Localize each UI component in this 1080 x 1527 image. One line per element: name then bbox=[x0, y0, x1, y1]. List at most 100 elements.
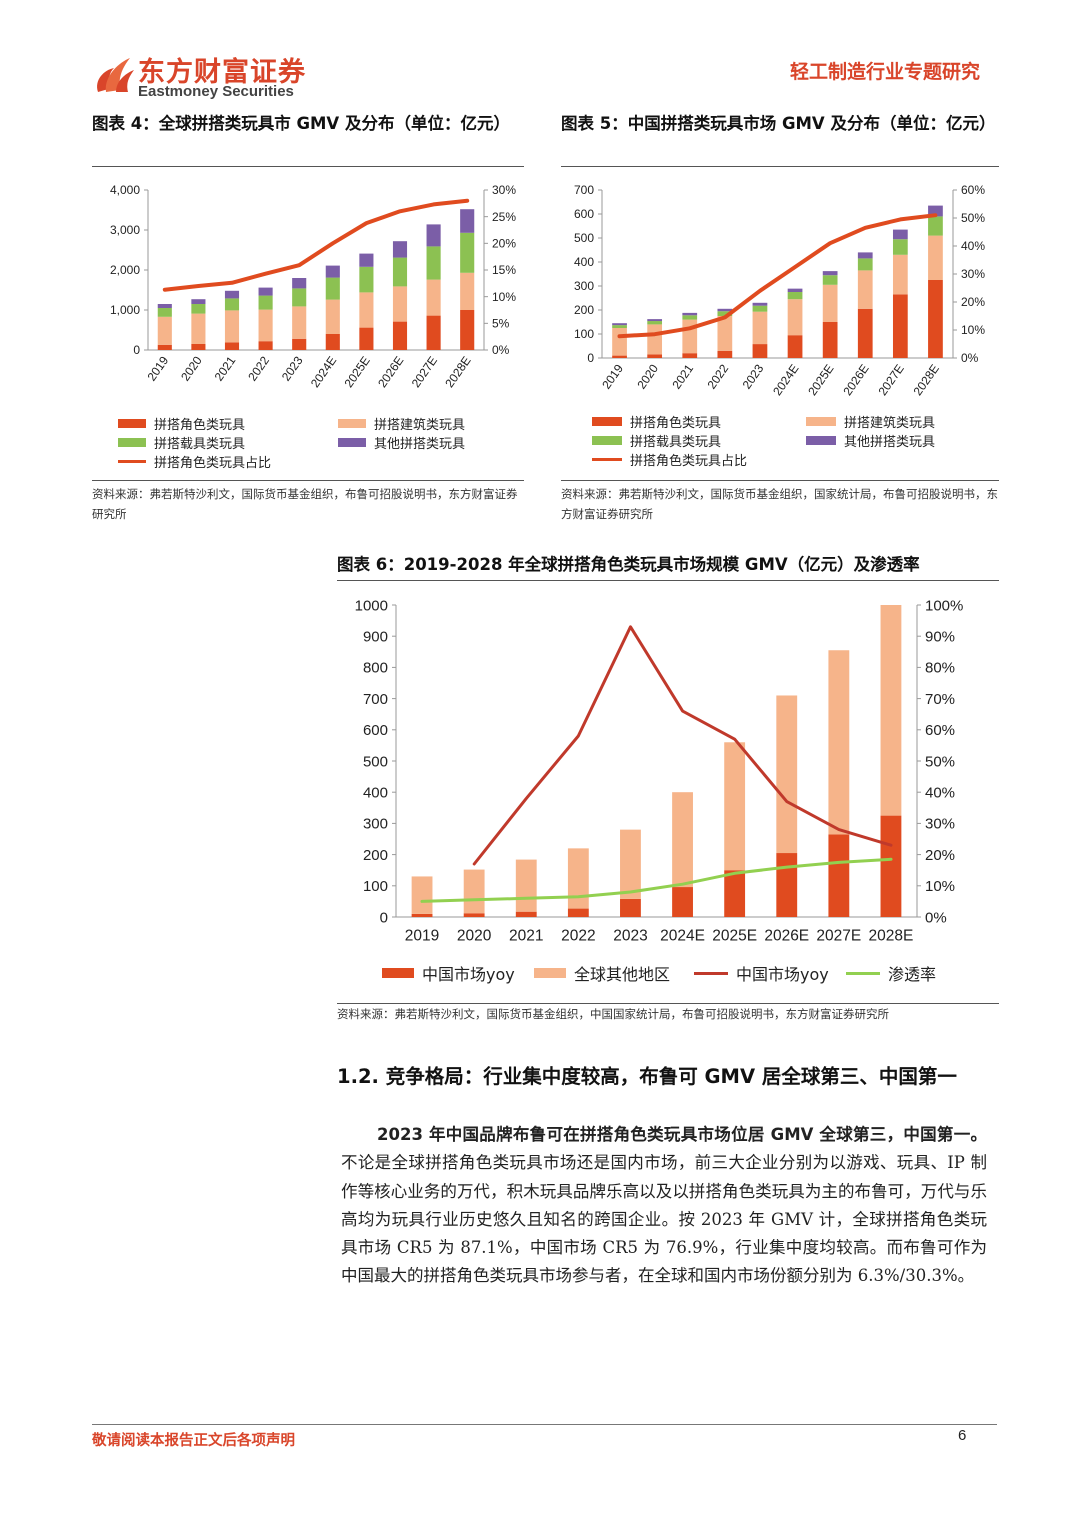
x-tick-label: 2027E bbox=[816, 928, 861, 945]
bar-segment bbox=[717, 350, 733, 358]
fig4-legend-other-label: 其他拼搭类玩具 bbox=[374, 437, 466, 452]
bar-segment bbox=[682, 353, 698, 358]
fig5-source: 资料来源：弗若斯特沙利文，国际货币基金组织，国家统计局，布鲁可招股说明书，东方财… bbox=[561, 487, 998, 521]
bar-segment bbox=[776, 853, 798, 917]
fig5-legend-vehicle-swatch bbox=[592, 436, 622, 445]
fig5-legend-other-swatch bbox=[806, 436, 836, 445]
fig4-legend-building-label: 拼搭建筑类玩具 bbox=[374, 418, 466, 433]
x-tick-label: 2026E bbox=[375, 354, 406, 390]
bar-segment bbox=[787, 335, 803, 358]
y-tick-label: 300 bbox=[363, 816, 388, 833]
bar-segment bbox=[224, 298, 240, 311]
series-line bbox=[420, 857, 893, 903]
x-tick-label: 2028E bbox=[869, 928, 914, 945]
fig5-legend-vehicle: 拼搭载具类玩具 bbox=[592, 431, 721, 450]
y2-tick-label: 30% bbox=[961, 267, 985, 281]
bar-segment bbox=[857, 258, 873, 271]
bar-segment bbox=[157, 316, 172, 345]
fig4-bottom-rule bbox=[92, 480, 524, 481]
y-tick-label: 1,000 bbox=[110, 303, 140, 317]
bar-segment bbox=[392, 241, 408, 258]
y2-tick-label: 60% bbox=[961, 183, 985, 197]
bar-segment bbox=[258, 341, 273, 350]
bar-segment bbox=[567, 908, 589, 917]
x-tick-label: 2021 bbox=[669, 361, 696, 391]
y-tick-label: 2,000 bbox=[110, 263, 140, 277]
x-tick-label: 2020 bbox=[634, 361, 661, 391]
x-tick-label: 2027E bbox=[875, 362, 906, 398]
bar-segment bbox=[325, 299, 340, 334]
x-tick-label: 2021 bbox=[212, 353, 239, 383]
y-tick-label: 600 bbox=[574, 207, 594, 221]
bar-segment bbox=[892, 254, 908, 295]
bar-segment bbox=[828, 650, 850, 835]
x-tick-label: 2019 bbox=[599, 361, 626, 391]
fig5-title: 图表 5：中国拼搭类玩具市场 GMV 及分布（单位：亿元） bbox=[561, 114, 996, 133]
fig5-legend-role-swatch bbox=[592, 417, 622, 426]
y-tick-label: 500 bbox=[363, 753, 388, 770]
bar-segment bbox=[359, 253, 374, 267]
series-line bbox=[162, 198, 470, 292]
bar-segment bbox=[392, 257, 408, 287]
bar-segment bbox=[647, 324, 663, 355]
y-tick-label: 200 bbox=[574, 303, 594, 317]
bar-segment bbox=[426, 246, 441, 280]
bar-segment bbox=[325, 277, 340, 300]
bar-segment bbox=[822, 322, 838, 358]
y-tick-label: 200 bbox=[363, 847, 388, 864]
y2-tick-label: 40% bbox=[961, 239, 985, 253]
bar-segment bbox=[292, 288, 307, 307]
bar-segment bbox=[752, 311, 768, 345]
bar-segment bbox=[682, 315, 698, 320]
bar-segment bbox=[292, 306, 307, 339]
x-tick-label: 2022 bbox=[561, 928, 595, 945]
fig4-legend-building: 拼搭建筑类玩具 bbox=[338, 414, 465, 433]
bar-segment bbox=[359, 292, 374, 328]
y2-tick-label: 40% bbox=[925, 784, 955, 801]
bar-segment bbox=[292, 278, 307, 289]
fig4-title-rule bbox=[92, 166, 524, 167]
fig6-legend-other-region: 全球其他地区 bbox=[534, 961, 670, 985]
fig6-legend-other-region-swatch bbox=[534, 968, 566, 978]
bar-segment bbox=[157, 304, 172, 308]
bar-segment bbox=[224, 290, 240, 299]
bar-segment bbox=[892, 239, 908, 255]
fig6-title: 图表 6：2019-2028 年全球拼搭角色类玩具市场规模 GMV（亿元）及渗透… bbox=[337, 555, 920, 574]
bar-segment bbox=[822, 275, 838, 285]
y-tick-label: 700 bbox=[363, 691, 388, 708]
fig6-legend-china-bar-label: 中国市场yoy bbox=[422, 965, 515, 984]
y2-tick-label: 50% bbox=[925, 753, 955, 770]
x-tick-label: 2026E bbox=[764, 928, 809, 945]
bar-segment bbox=[359, 266, 374, 293]
bar-segment bbox=[620, 829, 641, 899]
fig4-legend-role-swatch bbox=[118, 419, 146, 428]
fig6-legend-other-region-label: 全球其他地区 bbox=[574, 965, 671, 984]
bar-segment bbox=[460, 209, 475, 233]
fig5-legend-role: 拼搭角色类玩具 bbox=[592, 412, 721, 431]
y-tick-label: 600 bbox=[363, 722, 388, 739]
y-tick-label: 3,000 bbox=[110, 223, 140, 237]
series-line bbox=[472, 625, 893, 866]
x-tick-label: 2028E bbox=[911, 362, 942, 398]
y2-tick-label: 30% bbox=[492, 183, 516, 197]
fig5-legend-share-swatch bbox=[592, 458, 622, 461]
bar-segment bbox=[411, 913, 433, 917]
bar-segment bbox=[515, 859, 537, 912]
y2-tick-label: 0% bbox=[925, 909, 947, 926]
y-tick-label: 0 bbox=[380, 909, 388, 926]
fig5-chart: 0 100 200 300 400 500 600 700 0% 10% 20% 30% 40% 50% 6… bbox=[574, 183, 985, 398]
x-tick-label: 2028E bbox=[442, 354, 473, 390]
bar-segment bbox=[612, 328, 627, 356]
bar-segment bbox=[258, 309, 273, 342]
bar-segment bbox=[460, 272, 475, 310]
x-tick-label: 2027E bbox=[409, 354, 440, 390]
y2-tick-label: 60% bbox=[925, 722, 955, 739]
x-tick-label: 2025E bbox=[341, 354, 372, 390]
fig5-legend-share: 拼搭角色类玩具占比 bbox=[592, 450, 747, 469]
bar-segment bbox=[857, 270, 873, 309]
fig5-legend-building-swatch bbox=[806, 417, 836, 426]
fig4-legend-other: 其他拼搭类玩具 bbox=[338, 433, 465, 452]
bar-segment bbox=[612, 323, 627, 326]
page-number: 6 bbox=[958, 1427, 967, 1444]
y-tick-label: 100 bbox=[363, 878, 388, 895]
